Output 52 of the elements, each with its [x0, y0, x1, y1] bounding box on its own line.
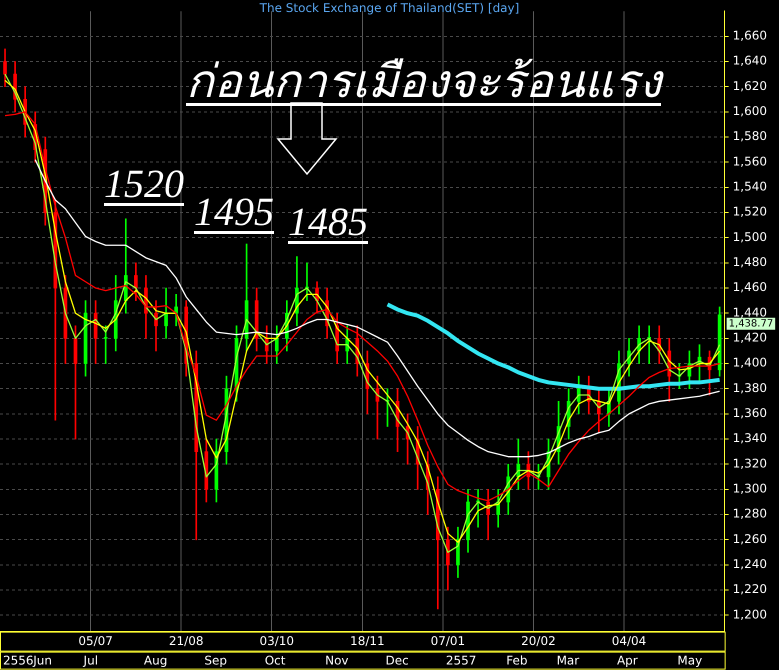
x-tick-label: 04/04 — [612, 634, 646, 648]
candlestick — [376, 376, 380, 440]
text: May — [677, 654, 702, 668]
y-tick-label: 1,440 — [732, 305, 768, 320]
annotation: 1495 — [194, 188, 274, 235]
x-tick-label: 07/01 — [430, 634, 466, 648]
x-tick-label: 03/10 — [259, 634, 294, 648]
text: Feb — [506, 654, 528, 668]
y-tick-label: 1,540 — [732, 180, 768, 194]
y-tick-label: 1,340 — [732, 431, 768, 446]
y-tick-label: 1,300 — [732, 482, 768, 496]
chart-title: The Stock Exchange of Thailand(SET) [day] — [258, 1, 520, 15]
x-tick-label: 05/07 — [78, 634, 113, 648]
y-tick-label: 1,220 — [732, 582, 768, 596]
x-tick-label: 18/11 — [350, 634, 385, 648]
x-tick-label: 20/02 — [521, 634, 556, 648]
annotation: ก่อนการเมืองจะร้อนแรง — [186, 55, 661, 109]
y-tick-label: 1,400 — [732, 356, 768, 370]
text: Dec — [385, 654, 409, 668]
y-tick-label: 1,640 — [732, 54, 768, 68]
y-tick-label: 1,460 — [732, 280, 768, 294]
y-tick-label: 1,620 — [732, 78, 768, 93]
text: 2557 — [446, 654, 476, 668]
candlestick — [74, 325, 78, 440]
text: Mar — [556, 654, 580, 668]
y-tick-label: 1,600 — [732, 104, 768, 118]
y-tick-label: 1,320 — [732, 456, 768, 470]
y-tick-label: 1,280 — [732, 506, 768, 521]
y-tick-label: 1,480 — [732, 255, 768, 270]
y-tick-label: 1,260 — [732, 532, 768, 546]
text: Apr — [616, 654, 638, 668]
annotation: 1485 — [288, 198, 368, 245]
y-tick-label: 1,360 — [732, 406, 768, 420]
text: Sep — [204, 654, 227, 668]
y-tick-label: 1,200 — [732, 607, 768, 622]
annotation: 1520 — [104, 160, 184, 207]
y-tick-label: 1,420 — [732, 330, 768, 345]
text: Oct — [264, 654, 286, 668]
y-tick-label: 1,380 — [732, 380, 768, 395]
text: Aug — [144, 654, 168, 668]
y-tick-label: 1,240 — [732, 557, 768, 572]
y-tick-label: 1,580 — [732, 129, 768, 144]
text: Jul — [82, 654, 98, 668]
y-tick-label: 1,520 — [732, 204, 768, 219]
text: 2556 — [3, 654, 34, 668]
y-tick-label: 1,500 — [732, 230, 768, 244]
x-tick-label: 21/08 — [168, 634, 204, 648]
text: 1,438.77 — [728, 318, 774, 330]
y-tick-label: 1,560 — [732, 154, 768, 168]
text: Jun — [32, 654, 52, 668]
y-tick-label: 1,660 — [732, 28, 768, 42]
text: Nov — [325, 654, 349, 668]
